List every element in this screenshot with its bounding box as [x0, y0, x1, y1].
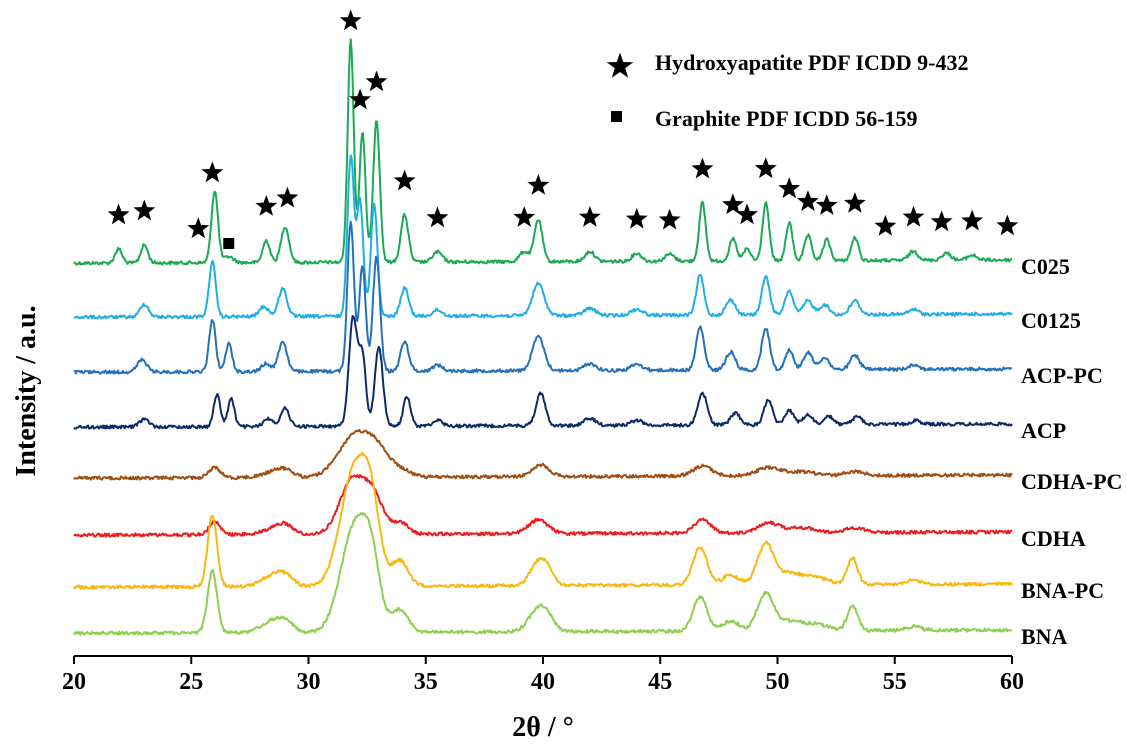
series-label-acp: ACP — [1021, 418, 1066, 443]
series-line-bna — [73, 512, 1013, 636]
legend-item-hydroxyapatite: Hydroxyapatite PDF ICDD 9-432 — [606, 50, 968, 78]
hydroxyapatite-star-icon — [393, 169, 416, 191]
hydroxyapatite-star-icon — [349, 88, 371, 110]
series-label-cdha-pc: CDHA-PC — [1021, 469, 1122, 494]
series-label-cdha: CDHA — [1021, 526, 1086, 551]
hydroxyapatite-star-icon — [996, 214, 1019, 236]
series-labels: C025 C0125 ACP-PC ACP CDHA-PC CDHA BNA-PC BNA — [1021, 254, 1122, 649]
series-label-c0125: C0125 — [1021, 308, 1081, 333]
x-tick-label-50: 50 — [766, 669, 790, 695]
hydroxyapatite-star-icon — [658, 208, 681, 230]
x-tick-label-30: 30 — [297, 669, 321, 695]
hydroxyapatite-star-icon — [625, 207, 648, 229]
hydroxyapatite-star-icon — [133, 199, 156, 221]
y-axis-title: Intensity / a.u. — [11, 305, 42, 476]
x-tick-label-20: 20 — [62, 669, 86, 695]
x-axis-title: 2θ / ° — [512, 712, 574, 743]
marker-layer — [107, 9, 1019, 249]
hydroxyapatite-star-icon — [513, 206, 536, 227]
series-label-acp-pc: ACP-PC — [1021, 363, 1103, 388]
series-line-acp — [73, 315, 1013, 430]
series-line-c025 — [73, 38, 1013, 266]
series-label-bna-pc: BNA-PC — [1021, 578, 1104, 603]
x-tick-label-45: 45 — [648, 669, 672, 695]
hydroxyapatite-star-icon — [961, 209, 984, 231]
graphite-square-icon — [223, 238, 235, 249]
hydroxyapatite-star-icon — [797, 190, 819, 211]
hydroxyapatite-star-icon — [754, 157, 777, 179]
series-label-bna: BNA — [1021, 624, 1068, 649]
hydroxyapatite-star-icon — [107, 203, 130, 225]
series-line-acp-pc — [73, 220, 1013, 375]
series-layer — [73, 38, 1013, 636]
x-tick-label-25: 25 — [179, 669, 203, 695]
hydroxyapatite-star-icon — [874, 214, 897, 236]
legend-label-graphite: Graphite PDF ICDD 56-159 — [655, 106, 918, 131]
series-line-cdha-pc — [73, 428, 1013, 481]
hydroxyapatite-star-icon — [339, 9, 362, 31]
hydroxyapatite-star-icon — [255, 195, 278, 216]
x-tick-label-60: 60 — [1000, 669, 1024, 695]
x-tick-label-35: 35 — [414, 669, 438, 695]
hydroxyapatite-star-icon — [902, 205, 925, 227]
x-tick-label-55: 55 — [883, 669, 907, 695]
series-line-bna-pc — [73, 451, 1013, 590]
hydroxyapatite-star-icon — [579, 205, 601, 227]
x-tick-label-40: 40 — [531, 669, 555, 695]
hydroxyapatite-star-icon — [187, 217, 210, 239]
series-line-c0125 — [73, 154, 1013, 320]
hydroxyapatite-star-icon — [930, 210, 953, 232]
series-label-c025: C025 — [1021, 254, 1070, 279]
legend-item-graphite: Graphite PDF ICDD 56-159 — [611, 106, 918, 131]
legend: Hydroxyapatite PDF ICDD 9-432 Graphite P… — [606, 50, 968, 131]
hydroxyapatite-star-icon — [815, 194, 838, 215]
hydroxyapatite-star-icon — [365, 70, 388, 92]
series-line-cdha — [73, 474, 1013, 538]
hydroxyapatite-star-icon — [736, 203, 758, 225]
hydroxyapatite-star-icon — [691, 157, 714, 179]
legend-label-hydroxyapatite: Hydroxyapatite PDF ICDD 9-432 — [655, 50, 968, 75]
legend-star-icon — [606, 52, 634, 78]
hydroxyapatite-star-icon — [778, 177, 801, 199]
hydroxyapatite-star-icon — [843, 192, 866, 213]
hydroxyapatite-star-icon — [722, 193, 744, 215]
legend-square-icon — [611, 111, 622, 122]
hydroxyapatite-star-icon — [527, 174, 550, 195]
x-axis: 20 25 30 35 40 45 50 55 60 — [62, 655, 1024, 695]
hydroxyapatite-star-icon — [201, 161, 224, 183]
hydroxyapatite-star-icon — [276, 186, 299, 208]
hydroxyapatite-star-icon — [426, 206, 449, 228]
